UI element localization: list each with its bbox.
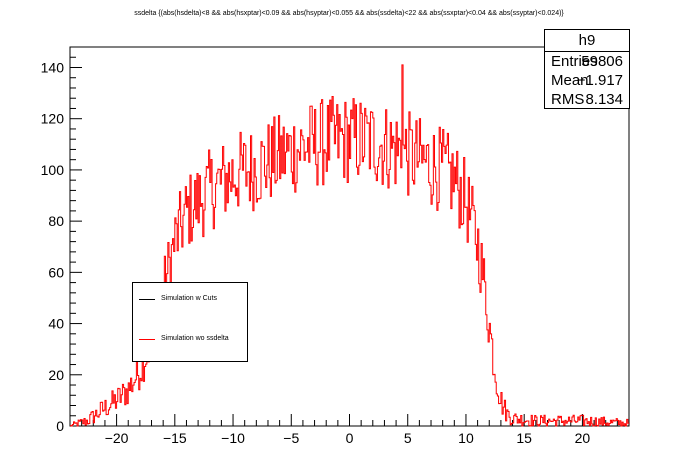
stats-row-rms: RMS 8.134	[545, 90, 629, 109]
y-tick-label: 100	[41, 162, 65, 178]
x-tick-label: −15	[163, 430, 187, 446]
legend-swatch-black	[139, 299, 155, 300]
legend-swatch-red	[139, 339, 155, 340]
x-tick-label: 10	[458, 430, 474, 446]
x-tick-label: 15	[516, 430, 532, 446]
stats-box: h9 Entries 59806 Mean −1.917 RMS 8.134	[544, 29, 630, 109]
legend-box: Simulation w Cuts Simulation wo ssdelta	[132, 282, 248, 362]
legend-label: Simulation wo ssdelta	[161, 335, 229, 342]
x-tick-label: −5	[283, 430, 299, 446]
x-tick-label: 5	[404, 430, 412, 446]
stats-row-mean: Mean −1.917	[545, 71, 629, 90]
legend-label: Simulation w Cuts	[161, 295, 218, 302]
stats-key: RMS	[551, 91, 585, 108]
y-tick-label: 40	[48, 316, 64, 332]
plot-title: ssdelta {(abs(hsdelta)<8 && abs(hsxptar)…	[134, 10, 564, 17]
stats-key: Mean	[551, 72, 589, 89]
x-tick-label: 20	[575, 430, 591, 446]
y-tick-label: 120	[41, 111, 65, 127]
histogram-series-red	[70, 64, 629, 427]
x-tick-label: −20	[105, 430, 129, 446]
y-tick-label: 60	[48, 264, 64, 280]
stats-value: −1.917	[576, 72, 623, 89]
stats-row-entries: Entries 59806	[545, 52, 629, 71]
y-tick-label: 0	[56, 418, 64, 434]
stats-value: 8.134	[585, 91, 623, 108]
x-tick-label: −10	[221, 430, 245, 446]
stats-value: 59806	[581, 53, 623, 70]
y-tick-label: 80	[48, 213, 64, 229]
y-tick-label: 20	[48, 367, 64, 383]
stats-key: Entries	[551, 53, 598, 70]
stats-histogram-name: h9	[545, 30, 629, 52]
y-tick-label: 140	[41, 59, 65, 75]
x-tick-label: 0	[346, 430, 354, 446]
